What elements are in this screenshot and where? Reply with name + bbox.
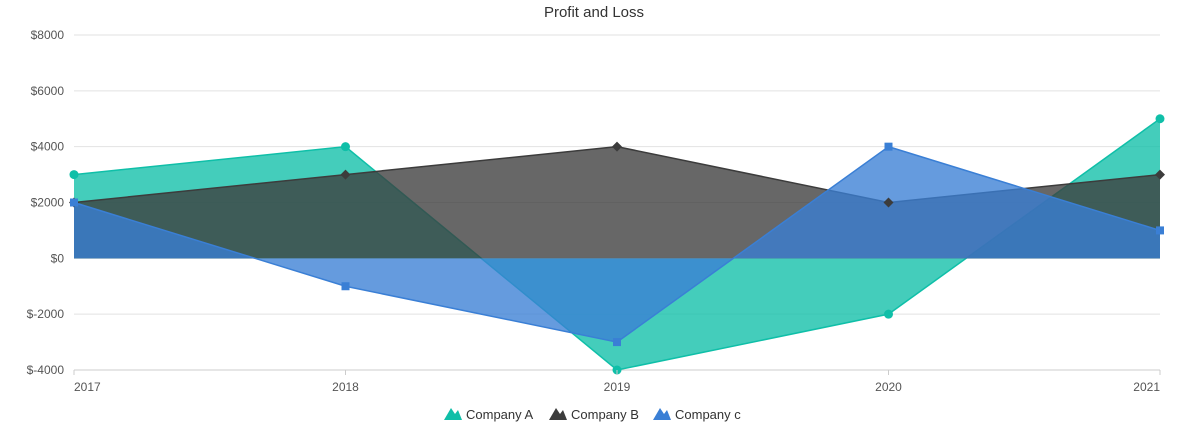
data-point-series-1[interactable] [884,309,893,319]
legend-item-series-3[interactable]: Company c [653,407,741,422]
y-tick-label: $-4000 [27,363,65,377]
chart-title: Profit and Loss [544,4,644,21]
y-tick-label: $8000 [31,28,65,42]
x-axis-ticks: 2017 2018 2019 2020 2021 [73,370,1161,394]
series-markers [69,114,1165,375]
legend-item-series-2[interactable]: Company B [549,407,639,422]
y-tick-label: $0 [51,251,65,265]
y-axis-ticks: $-4000 $-2000 $0 $2000 $4000 $6000 $8000 [27,28,65,377]
area-fill-series-3 [74,146,1160,343]
legend-area-icon [444,408,462,420]
x-tick-label: 2020 [875,380,902,394]
y-tick-label: $2000 [31,196,65,210]
data-point-series-3[interactable] [1156,226,1164,235]
series-areas [73,118,1161,371]
legend-area-icon [653,408,671,420]
data-point-series-3[interactable] [884,142,893,151]
y-tick-label: $6000 [31,84,65,98]
y-tick-label: $4000 [31,140,65,154]
legend-label: Company A [466,407,534,422]
legend-item-series-1[interactable]: Company A [444,407,534,422]
x-tick-label: 2019 [604,380,631,394]
x-tick-label: 2018 [332,380,359,394]
x-tick-label: 2021 [1133,380,1160,394]
data-point-series-2[interactable] [883,197,894,208]
legend-label: Company B [571,407,639,422]
data-point-series-2[interactable] [612,141,622,152]
legend-area-icon [549,408,567,420]
data-point-series-3[interactable] [613,338,621,347]
legend: Company A Company B Company c [444,407,741,422]
legend-label: Company c [675,407,741,422]
data-point-series-1[interactable] [341,142,350,152]
data-point-series-2[interactable] [340,169,351,180]
data-point-series-1[interactable] [1155,114,1165,124]
data-point-series-3[interactable] [341,282,350,291]
y-tick-label: $-2000 [27,307,65,321]
x-tick-label: 2017 [74,380,101,394]
data-point-series-1[interactable] [69,170,79,180]
data-point-series-2[interactable] [1155,169,1165,180]
data-point-series-3[interactable] [70,198,78,207]
